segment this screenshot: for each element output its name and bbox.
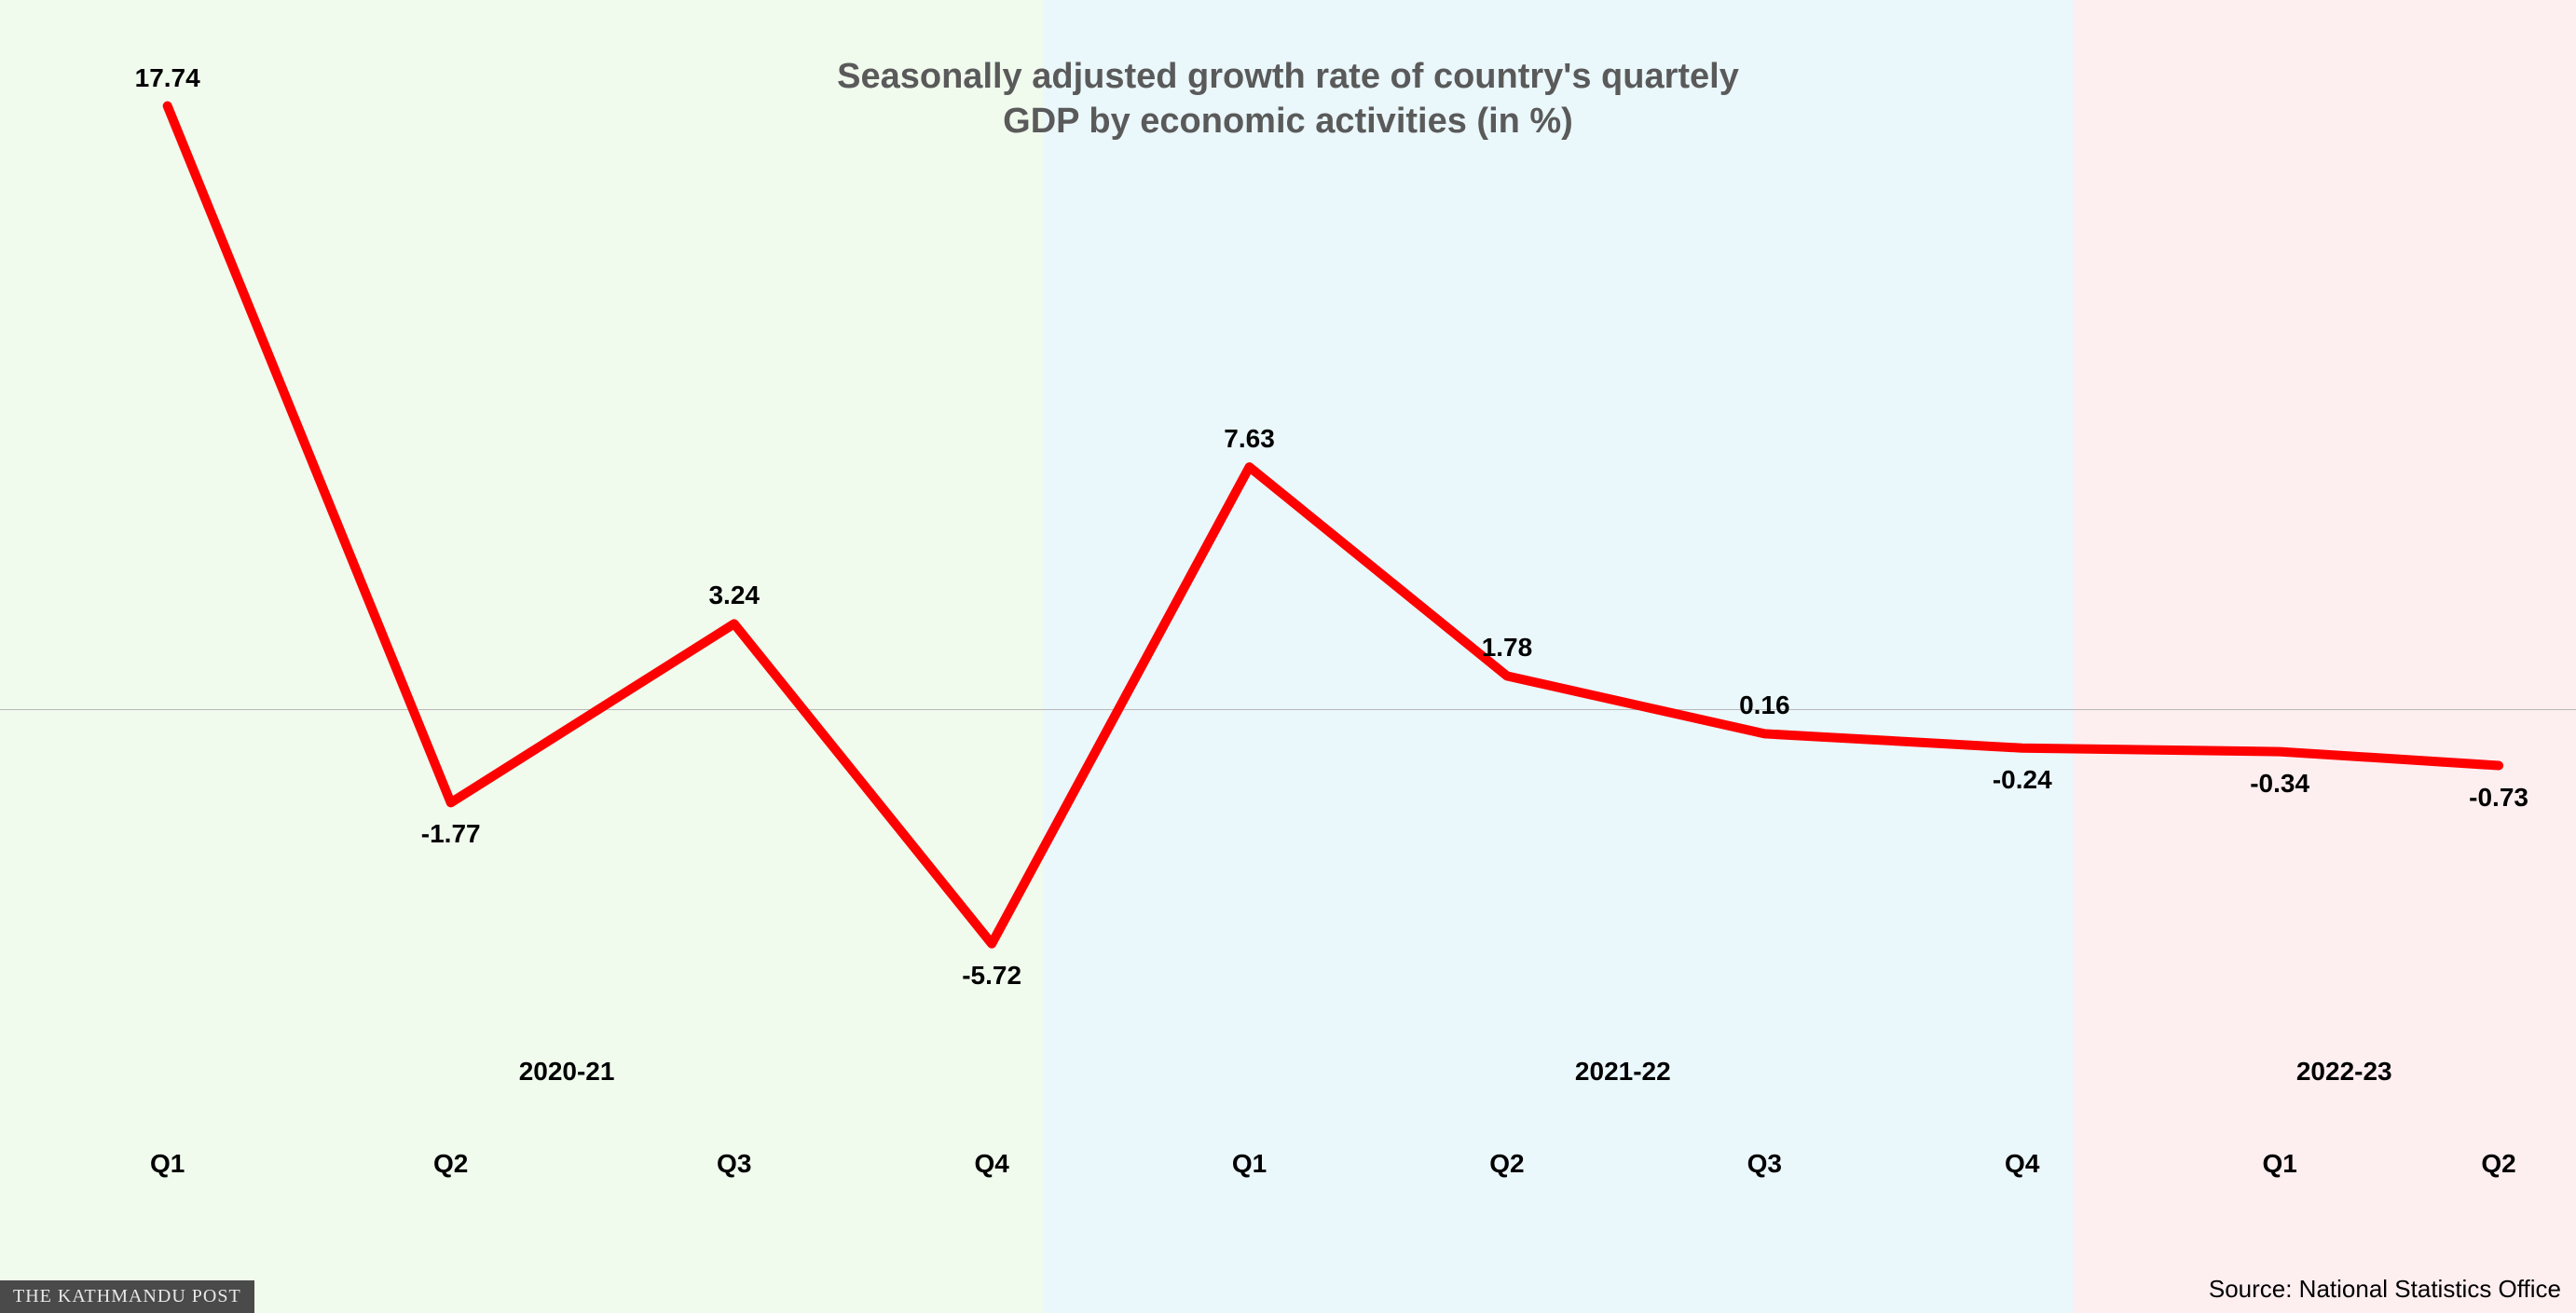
year-group-label: 2022-23 (2296, 1057, 2392, 1087)
data-point-label: 7.63 (1224, 424, 1275, 454)
x-axis-tick: Q1 (150, 1149, 185, 1179)
x-axis-tick: Q3 (717, 1149, 751, 1179)
x-axis-tick: Q1 (2262, 1149, 2296, 1179)
publisher-badge: THE KATHMANDU POST (0, 1280, 254, 1313)
x-axis-tick: Q4 (974, 1149, 1008, 1179)
data-point-label: -0.73 (2469, 783, 2528, 813)
gdp-growth-chart: Seasonally adjusted growth rate of count… (0, 0, 2576, 1313)
x-axis-tick: Q4 (2005, 1149, 2039, 1179)
x-axis-tick: Q2 (2481, 1149, 2515, 1179)
year-group-label: 2020-21 (519, 1057, 615, 1087)
data-point-label: 0.16 (1739, 691, 1790, 720)
data-point-label: -0.24 (1993, 765, 2052, 795)
data-point-label: 1.78 (1482, 633, 1533, 663)
data-point-label: 17.74 (135, 63, 200, 93)
data-point-label: 3.24 (708, 581, 760, 610)
data-point-label: -1.77 (421, 819, 481, 849)
x-axis-tick: Q2 (1489, 1149, 1524, 1179)
x-axis-tick: Q3 (1747, 1149, 1782, 1179)
year-group-label: 2021-22 (1575, 1057, 1671, 1087)
line-series (0, 0, 2576, 1313)
data-point-label: -0.34 (2250, 769, 2309, 799)
x-axis-tick: Q2 (433, 1149, 468, 1179)
x-axis-tick: Q1 (1232, 1149, 1267, 1179)
plot-area: Seasonally adjusted growth rate of count… (0, 0, 2576, 1313)
gdp-line (168, 106, 2499, 944)
data-point-label: -5.72 (962, 961, 1021, 991)
source-attribution: Source: National Statistics Office (2209, 1275, 2561, 1304)
